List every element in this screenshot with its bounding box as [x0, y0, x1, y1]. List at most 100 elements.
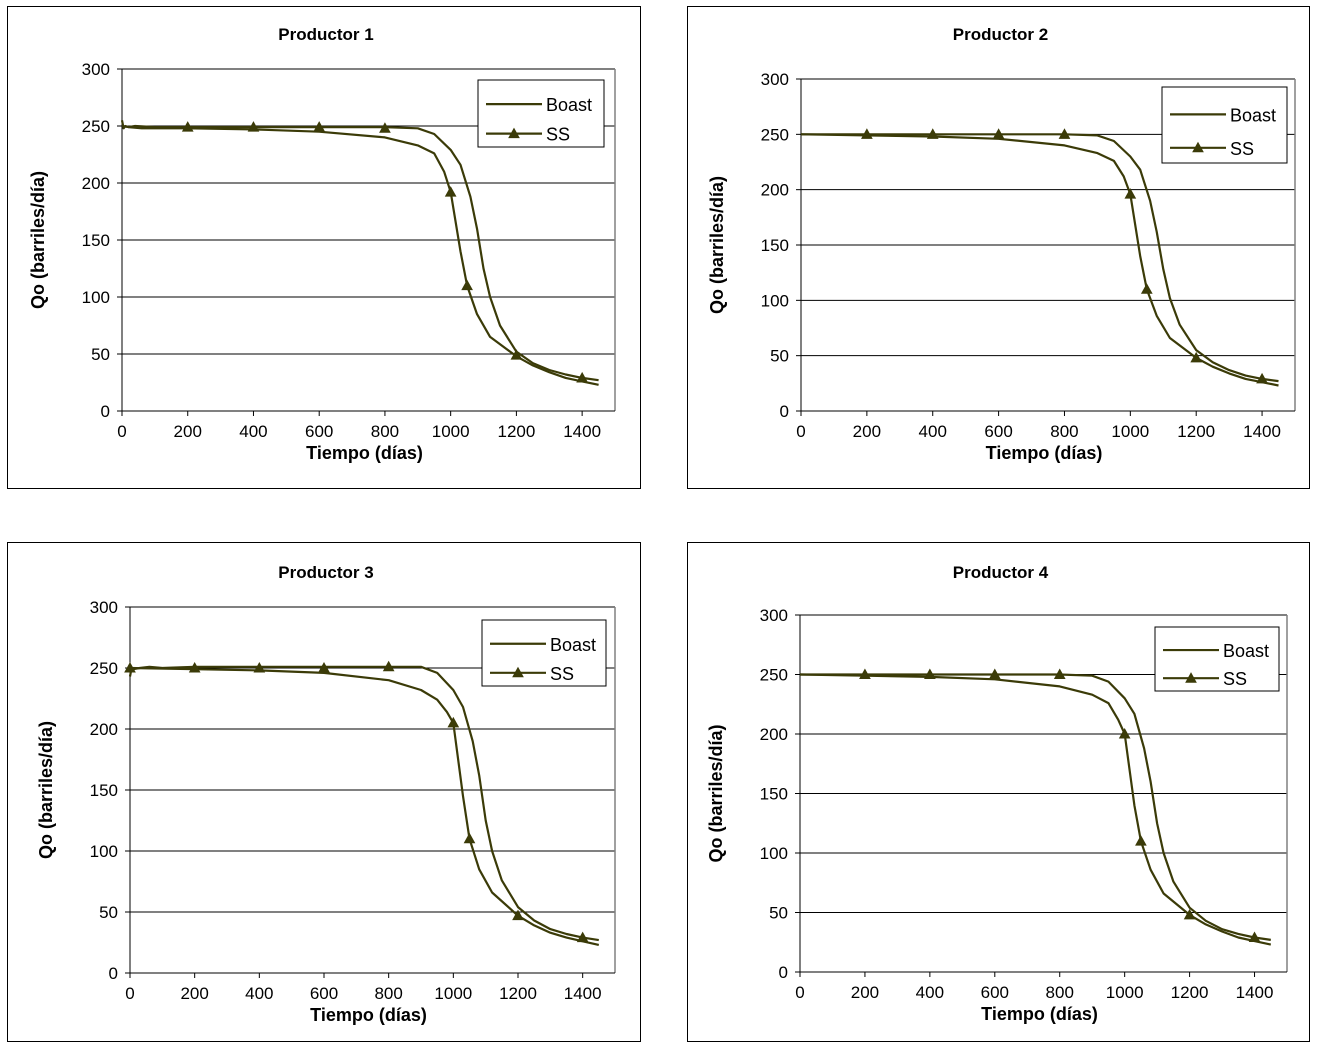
series-line-boast — [128, 665, 599, 942]
y-tick-label: 100 — [761, 291, 789, 310]
x-axis-label: Tiempo (días) — [306, 443, 423, 463]
x-tick-label: 0 — [795, 983, 804, 1002]
legend-marker-ss — [508, 127, 520, 139]
data-point-ss — [247, 121, 260, 132]
data-point-ss — [1248, 931, 1261, 942]
x-tick-label: 1200 — [497, 422, 535, 441]
x-tick-label: 0 — [796, 422, 805, 441]
legend-box — [477, 79, 605, 148]
data-point-ss — [510, 349, 523, 360]
data-point-ss — [1124, 188, 1137, 199]
data-point-ss — [924, 668, 936, 679]
chart-title: Productor 1 — [278, 25, 373, 44]
x-tick-label: 800 — [371, 422, 399, 441]
data-point-ss — [313, 121, 326, 132]
x-tick-label: 400 — [245, 984, 273, 1003]
y-tick-label: 200 — [760, 725, 788, 744]
data-point-ss — [988, 668, 1001, 679]
data-point-ss — [253, 661, 266, 673]
data-point-ss — [1118, 727, 1131, 739]
y-tick-label: 0 — [109, 964, 118, 983]
y-axis-label: Qo (barriles/día) — [28, 171, 48, 309]
y-tick-label: 250 — [761, 125, 789, 144]
x-tick-label: 600 — [981, 983, 1009, 1002]
x-tick-label: 1200 — [499, 984, 537, 1003]
legend-label-ss: SS — [1223, 669, 1247, 689]
x-tick-label: 200 — [853, 422, 881, 441]
x-tick-label: 0 — [125, 984, 134, 1003]
data-point-ss — [444, 186, 457, 197]
legend-label-ss: SS — [1230, 139, 1254, 159]
x-tick-label: 600 — [310, 984, 338, 1003]
data-point-ss — [1135, 835, 1147, 846]
legend-marker-ss — [1185, 672, 1197, 683]
legend-label-ss: SS — [550, 664, 574, 684]
chart-title: Productor 2 — [953, 25, 1048, 44]
data-point-ss — [463, 832, 476, 844]
x-tick-label: 400 — [239, 422, 267, 441]
data-point-ss — [576, 371, 588, 383]
y-tick-label: 0 — [779, 963, 788, 982]
y-tick-label: 300 — [761, 70, 789, 89]
legend-label-boast: Boast — [546, 95, 592, 115]
legend-label-ss: SS — [546, 125, 570, 145]
y-axis-label: Qo (barriles/día) — [706, 724, 726, 862]
series-line-ss — [800, 133, 1279, 387]
chart-title: Productor 4 — [953, 563, 1049, 582]
x-tick-label: 800 — [374, 984, 402, 1003]
y-axis-label: Qo (barriles/día) — [707, 176, 727, 314]
y-tick-label: 0 — [101, 402, 110, 421]
y-tick-label: 50 — [770, 347, 789, 366]
legend-marker-ss — [1192, 141, 1204, 153]
x-tick-label: 200 — [180, 984, 208, 1003]
data-point-ss — [861, 128, 873, 139]
data-point-ss — [318, 661, 330, 673]
series-line-ss — [799, 673, 1272, 946]
data-point-ss — [992, 128, 1005, 139]
y-tick-label: 200 — [82, 174, 110, 193]
data-point-ss — [124, 661, 136, 673]
y-tick-label: 300 — [82, 60, 110, 79]
x-tick-label: 1000 — [1106, 983, 1144, 1002]
x-tick-label: 800 — [1050, 422, 1078, 441]
chart-svg-2: Productor 2 0 50 100 150 200 250 300 0 200 400 600 8… — [707, 25, 1296, 463]
legend-box — [1154, 626, 1280, 692]
data-point-ss — [1183, 908, 1196, 920]
y-tick-label: 250 — [82, 117, 110, 136]
x-tick-label: 1000 — [434, 984, 472, 1003]
data-point-ss — [859, 668, 871, 679]
x-tick-label: 600 — [984, 422, 1012, 441]
x-axis-label: Tiempo (días) — [310, 1005, 427, 1025]
legend-marker-ss — [512, 666, 524, 678]
data-point-ss — [181, 121, 194, 132]
y-tick-label: 150 — [82, 231, 110, 250]
y-tick-label: 100 — [82, 288, 110, 307]
y-tick-label: 200 — [761, 181, 789, 200]
y-tick-label: 50 — [769, 904, 788, 923]
y-tick-label: 50 — [99, 903, 118, 922]
x-tick-label: 400 — [916, 983, 944, 1002]
chart-panel-productor-2: Productor 2 0 50 100 150 200 250 300 0 200 400 600 8… — [687, 6, 1310, 489]
x-tick-label: 600 — [305, 422, 333, 441]
data-point-ss — [576, 931, 589, 943]
x-tick-label: 1400 — [563, 422, 601, 441]
y-tick-label: 150 — [761, 236, 789, 255]
y-tick-label: 0 — [780, 402, 789, 421]
data-point-ss — [926, 128, 939, 139]
data-point-ss — [1256, 372, 1268, 384]
data-point-ss — [382, 660, 395, 672]
chart-title: Productor 3 — [278, 563, 373, 582]
series-line-ss — [121, 124, 599, 386]
x-tick-label: 1400 — [564, 984, 602, 1003]
chart-panel-productor-3: Productor 3 0 50 100 150 200 250 300 0 200 400 600 8… — [7, 542, 641, 1042]
x-tick-label: 400 — [919, 422, 947, 441]
legend-label-boast: Boast — [1223, 641, 1269, 661]
y-tick-label: 200 — [90, 720, 118, 739]
y-tick-label: 50 — [91, 345, 110, 364]
legend-label-boast: Boast — [1230, 105, 1276, 125]
y-tick-label: 250 — [760, 666, 788, 685]
x-tick-label: 1000 — [1111, 422, 1149, 441]
chart-svg-1: Productor 1 0 50 100 150 200 250 300 0 200 400 600 8… — [28, 25, 616, 463]
x-axis-label: Tiempo (días) — [981, 1004, 1098, 1024]
x-tick-label: 1400 — [1236, 983, 1274, 1002]
